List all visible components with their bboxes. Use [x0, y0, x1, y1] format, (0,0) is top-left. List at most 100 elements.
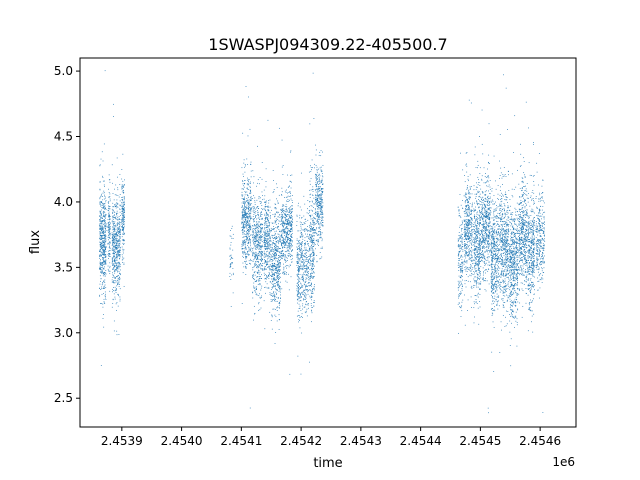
data-point	[311, 309, 312, 311]
data-point	[307, 243, 309, 244]
data-point	[311, 268, 313, 270]
data-point	[310, 205, 312, 206]
data-point	[260, 276, 261, 278]
data-point	[290, 276, 292, 278]
data-point	[291, 224, 293, 226]
data-point	[266, 276, 268, 278]
data-point	[253, 278, 255, 280]
data-point	[229, 276, 231, 277]
data-point	[291, 243, 292, 245]
data-point	[311, 299, 312, 301]
data-point	[313, 246, 315, 247]
data-point	[112, 193, 114, 194]
data-point	[289, 241, 291, 242]
data-point	[273, 291, 274, 293]
data-point	[462, 223, 463, 225]
data-point	[311, 249, 313, 251]
data-point	[298, 315, 300, 316]
data-point	[114, 290, 116, 292]
data-point	[315, 173, 317, 175]
data-point	[305, 285, 307, 287]
data-point	[111, 233, 113, 235]
data-point	[250, 197, 252, 199]
data-point	[302, 224, 303, 225]
data-point	[315, 229, 317, 231]
data-point	[311, 321, 312, 323]
data-point	[246, 158, 248, 160]
data-point	[459, 266, 461, 268]
data-point	[119, 264, 120, 266]
data-point	[461, 239, 463, 241]
data-point	[250, 251, 252, 253]
data-point	[283, 242, 284, 244]
data-point	[252, 277, 253, 279]
data-point	[244, 211, 245, 213]
data-point	[311, 307, 313, 308]
data-point	[307, 200, 309, 201]
data-point	[291, 251, 292, 253]
data-point	[254, 286, 256, 288]
data-point	[249, 209, 251, 210]
data-point	[276, 227, 278, 229]
data-point	[313, 242, 315, 244]
data-point	[461, 220, 463, 222]
data-point	[249, 220, 250, 222]
data-point	[266, 200, 267, 202]
data-point	[259, 264, 261, 266]
data-point	[284, 256, 286, 258]
data-point	[458, 275, 460, 277]
data-point	[290, 259, 292, 260]
data-point	[284, 213, 286, 215]
data-point	[319, 213, 321, 215]
data-point	[284, 222, 285, 224]
data-point	[313, 287, 315, 289]
data-point	[113, 263, 115, 265]
data-point	[102, 196, 103, 197]
data-point	[244, 219, 246, 221]
data-point	[123, 207, 125, 208]
data-point	[105, 221, 106, 223]
data-point	[108, 227, 110, 229]
data-point	[258, 224, 260, 226]
data-point	[275, 266, 277, 267]
data-point	[102, 246, 103, 248]
data-point	[245, 241, 247, 243]
data-point	[321, 246, 323, 248]
data-point	[102, 180, 104, 182]
data-point	[104, 282, 106, 283]
data-point	[103, 246, 104, 248]
data-point	[309, 237, 311, 238]
data-point	[459, 280, 461, 282]
data-point	[242, 236, 244, 238]
data-point	[276, 237, 278, 238]
data-point	[309, 194, 311, 196]
data-point	[117, 262, 119, 264]
data-point	[102, 244, 104, 246]
data-point	[270, 249, 272, 251]
data-point	[122, 185, 123, 187]
data-point	[285, 214, 287, 215]
data-point	[261, 230, 263, 232]
data-point	[316, 234, 318, 236]
data-point	[268, 206, 270, 208]
data-point	[271, 275, 272, 277]
data-point	[101, 242, 103, 244]
data-point	[300, 264, 302, 266]
data-point	[117, 226, 119, 228]
data-point	[112, 227, 114, 229]
data-point	[265, 286, 267, 288]
data-point	[278, 229, 280, 230]
data-point	[118, 271, 120, 273]
data-point	[103, 253, 104, 255]
data-point	[299, 230, 301, 232]
data-point	[247, 135, 249, 137]
data-point	[305, 252, 307, 253]
data-point	[109, 246, 110, 248]
data-point	[272, 222, 273, 224]
data-point	[123, 185, 125, 187]
data-point	[279, 237, 281, 239]
data-point	[289, 243, 291, 244]
data-point	[108, 205, 110, 207]
data-point	[297, 263, 299, 265]
data-point	[118, 268, 120, 270]
